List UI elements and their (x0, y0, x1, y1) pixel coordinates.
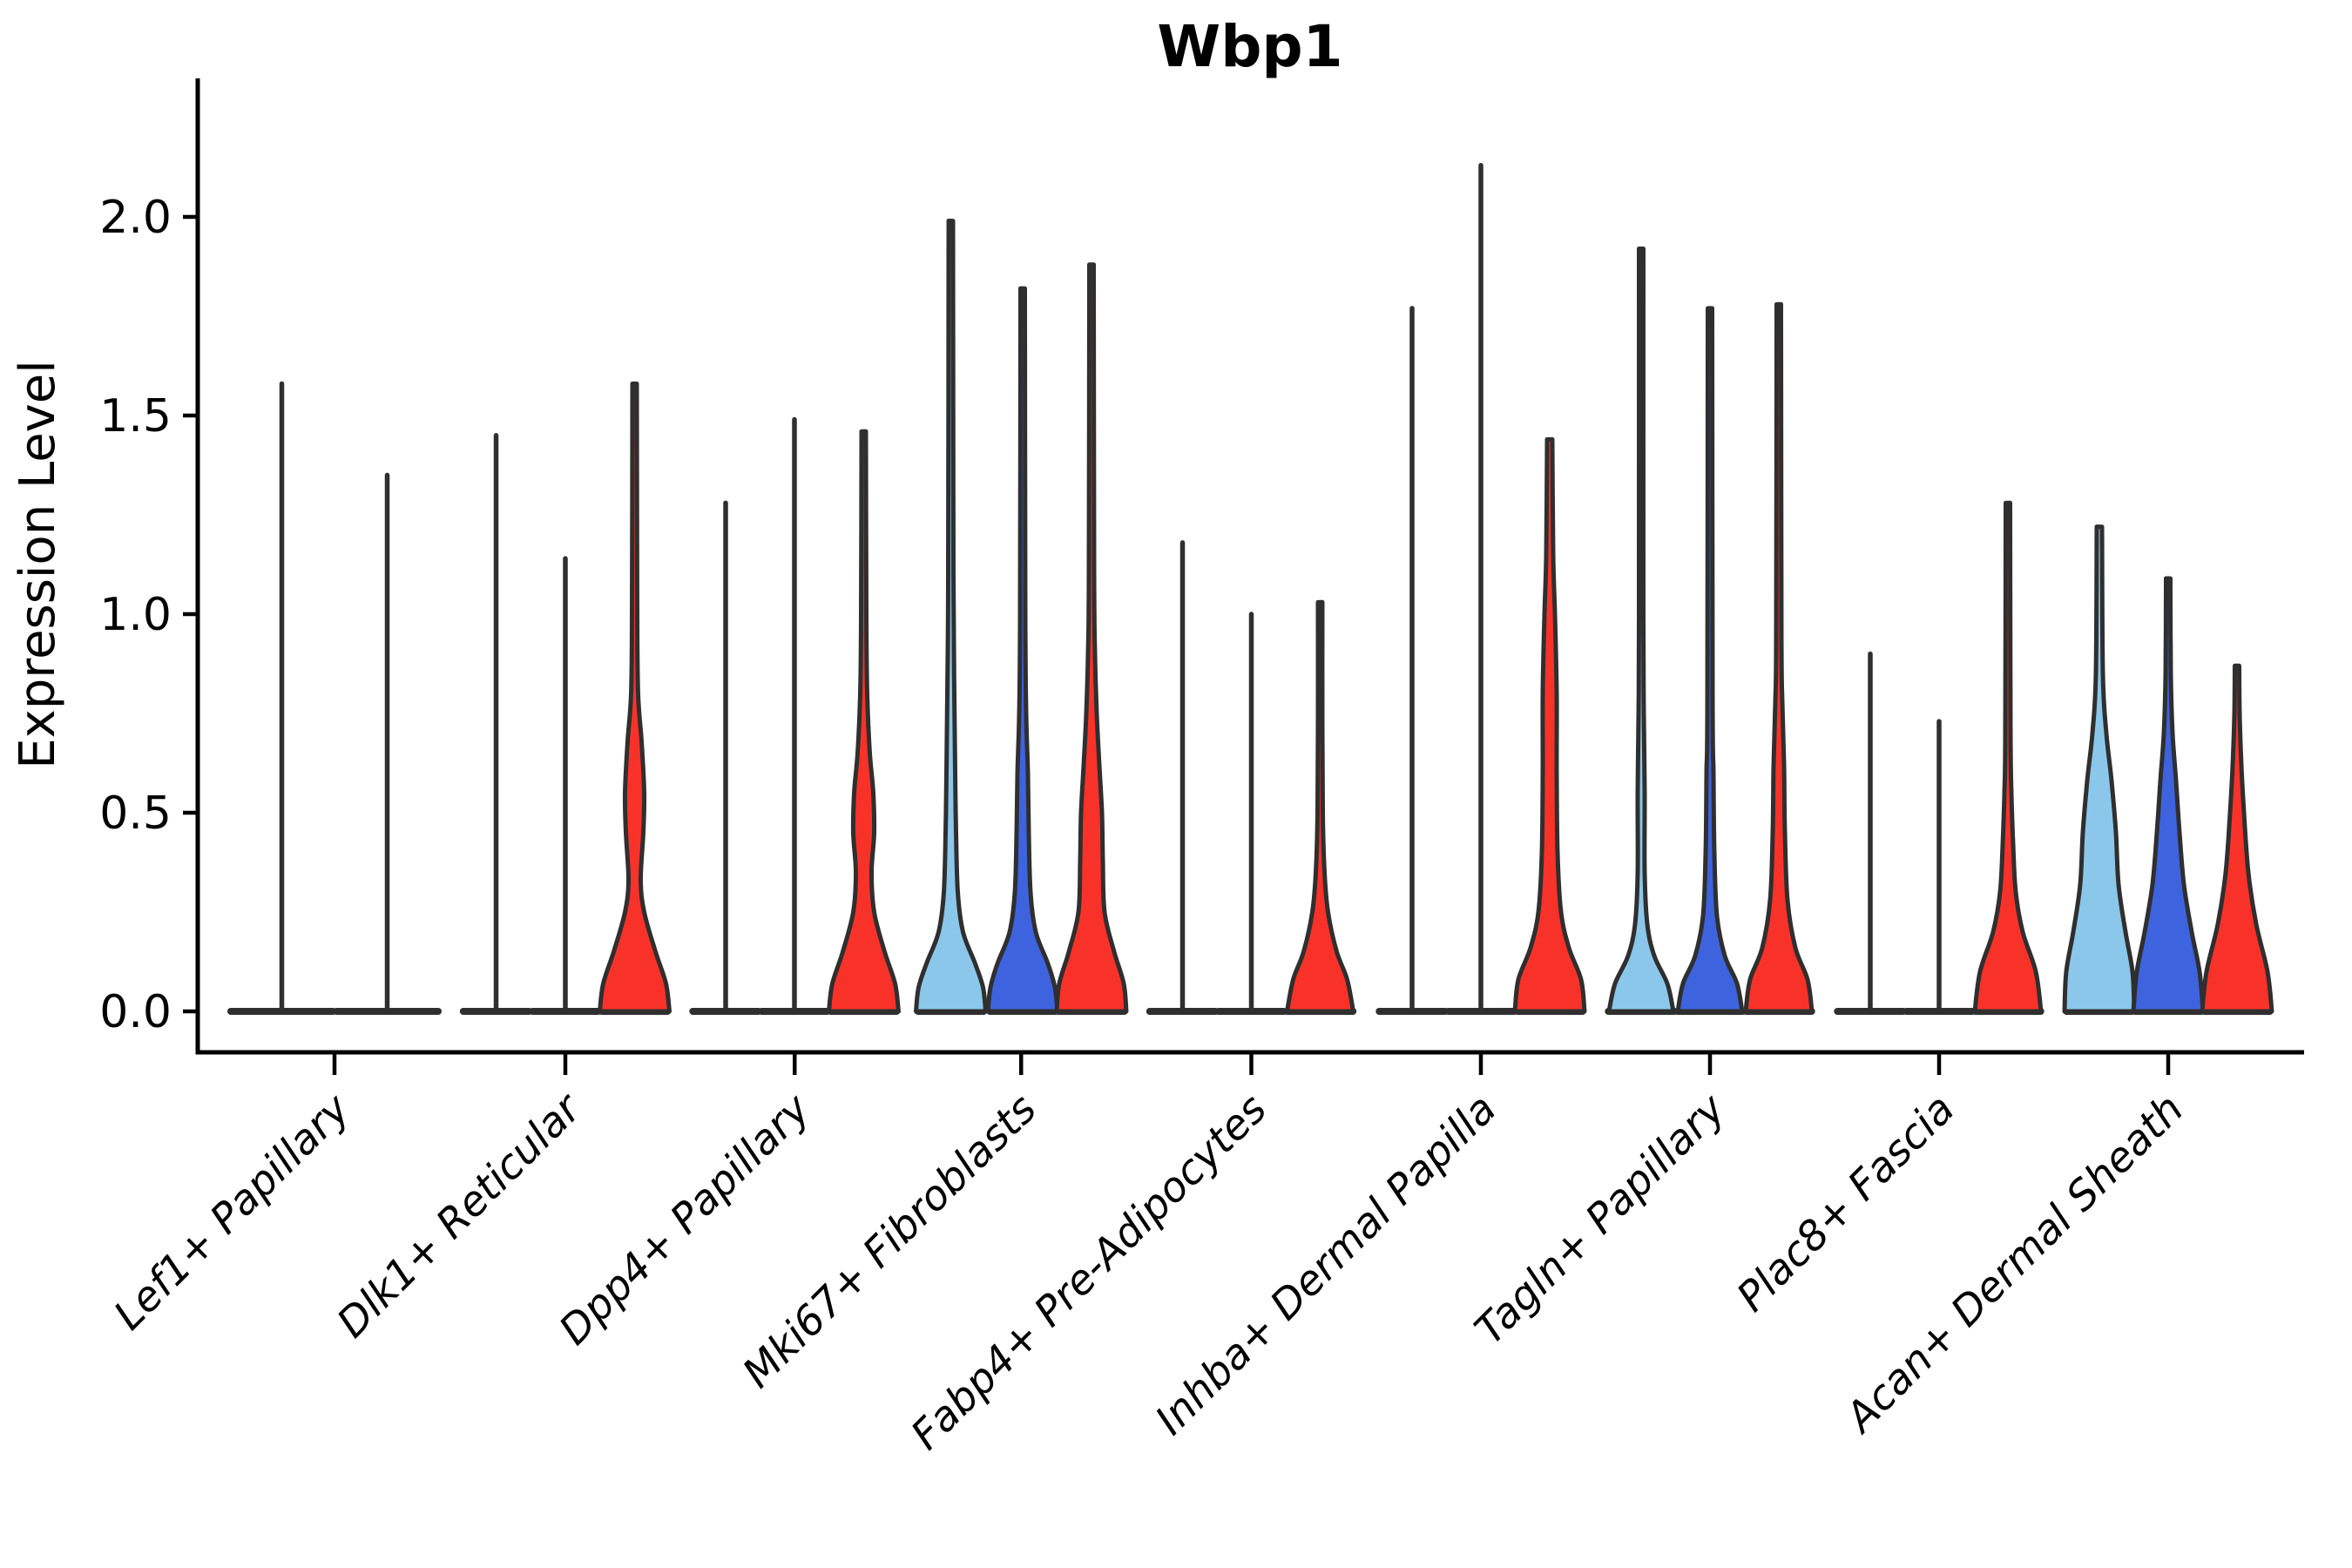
violin-body (1285, 599, 1355, 1014)
violin-body (985, 286, 1060, 1014)
violin-body (1675, 306, 1745, 1014)
violin-body (2062, 524, 2137, 1014)
x-tick-label: Dpp4+ Papillary (551, 1085, 821, 1355)
chart-title: Wbp1 (1157, 13, 1342, 80)
violin-body (2200, 663, 2274, 1014)
violin-body (1512, 436, 1587, 1014)
violin-body (1972, 500, 2044, 1014)
x-tick-label: Plac8+ Fascia (1727, 1085, 1963, 1321)
y-tick-label: 0.5 (99, 787, 172, 840)
x-tick-label: Tagln+ Papillary (1466, 1085, 1736, 1355)
y-tick-label: 1.0 (99, 589, 172, 641)
x-tick-label: Lef1+ Papillary (105, 1085, 360, 1340)
y-tick-label: 2.0 (99, 192, 172, 244)
y-tick-label: 0.0 (99, 986, 172, 1038)
violin-body (914, 219, 988, 1014)
violin-body (1054, 262, 1129, 1014)
violin-body (598, 382, 672, 1014)
axis-spines (195, 78, 2304, 1055)
y-tick-label: 1.5 (99, 390, 172, 443)
axes: 0.0 0.5 1.0 1.5 2.0 (99, 78, 2304, 1075)
y-axis-label: Expression Level (10, 360, 66, 769)
x-tick-label: Dlk1+ Reticular (328, 1084, 592, 1348)
violin-body (827, 429, 901, 1014)
violin-body (2131, 576, 2206, 1014)
violin-series (227, 162, 2274, 1015)
violin-body (1743, 301, 1815, 1014)
violin-body (1606, 246, 1676, 1014)
